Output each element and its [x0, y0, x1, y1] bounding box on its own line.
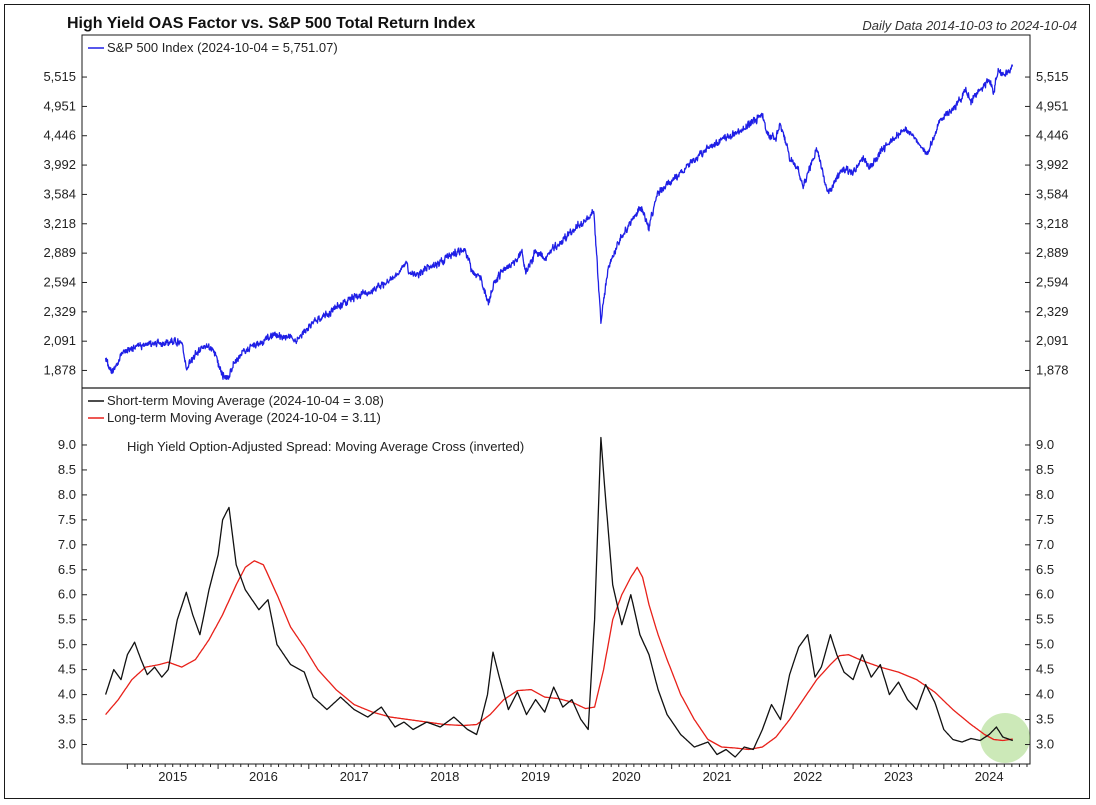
bottom-y-tick-label-left: 4.0	[58, 687, 76, 702]
x-tick-label: 2024	[975, 769, 1004, 784]
x-tick-label: 2015	[158, 769, 187, 784]
bottom-y-tick-label-left: 4.5	[58, 662, 76, 677]
bottom-y-tick-label-right: 8.5	[1036, 462, 1054, 477]
bottom-y-tick-label-right: 4.0	[1036, 687, 1054, 702]
top-y-tick-label-right: 3,218	[1036, 216, 1069, 231]
chart-title: High Yield OAS Factor vs. S&P 500 Total …	[67, 15, 476, 32]
plot-border	[81, 34, 1031, 765]
bottom-y-tick-label-left: 8.0	[58, 487, 76, 502]
bottom-panel-title: High Yield Option-Adjusted Spread: Movin…	[127, 439, 524, 454]
bottom-y-tick-label-left: 3.5	[58, 712, 76, 727]
bottom-y-tick-label-right: 6.5	[1036, 562, 1054, 577]
bottom-y-tick-label-right: 8.0	[1036, 487, 1054, 502]
bottom-y-tick-label-right: 4.5	[1036, 662, 1054, 677]
bottom-y-tick-label-left: 6.0	[58, 587, 76, 602]
top-legend: S&P 500 Index (2024-10-04 = 5,751.07)	[88, 40, 338, 55]
top-y-tick-label-right: 5,515	[1036, 69, 1069, 84]
bottom-legend: Short-term Moving Average (2024-10-04 = …	[88, 393, 384, 425]
sp500-line	[104, 64, 1014, 380]
top-y-tick-label-left: 5,515	[43, 69, 76, 84]
top-y-tick-label-left: 2,329	[43, 304, 76, 319]
top-y-tick-label-left: 2,594	[43, 274, 76, 289]
x-tick-label: 2016	[249, 769, 278, 784]
bottom-y-tick-label-right: 3.0	[1036, 737, 1054, 752]
top-y-tick-label-left: 2,091	[43, 333, 76, 348]
sp500-series-group	[104, 64, 1014, 380]
bottom-y-tick-label-right: 9.0	[1036, 437, 1054, 452]
top-y-tick-label-left: 3,218	[43, 216, 76, 231]
chart-subtitle: Daily Data 2014-10-03 to 2024-10-04	[862, 18, 1077, 33]
top-y-tick-label-right: 3,584	[1036, 186, 1069, 201]
top-y-tick-label-right: 2,091	[1036, 333, 1069, 348]
x-tick-label: 2017	[340, 769, 369, 784]
long-ma-legend-label: Long-term Moving Average (2024-10-04 = 3…	[107, 410, 381, 425]
top-y-tick-label-right: 3,992	[1036, 157, 1069, 172]
top-y-axis-left: 1,878 2,091 2,329 2,594 2,889 3,218 3,584 3,992…	[43, 69, 87, 377]
x-axis: 2015 2016 2017 2018 2019 2020 2021 2022 2023 2024	[126, 764, 1028, 784]
top-y-tick-label-right: 1,878	[1036, 362, 1069, 377]
short-ma-line	[104, 436, 1014, 758]
bottom-y-tick-label-right: 3.5	[1036, 712, 1054, 727]
bottom-y-tick-label-right: 5.0	[1036, 637, 1054, 652]
bottom-y-axis-right: 9.0 8.5 8.0 7.5 7.0 6.5 6.0 5.5 5.0 4.5 4.0 3.5 3.0	[1025, 437, 1054, 752]
bottom-y-axis-left: 9.0 8.5 8.0 7.5 7.0 6.5 6.0 5.5 5.0 4.5 4.0 3.5 3.0	[58, 437, 87, 752]
x-tick-label: 2019	[521, 769, 550, 784]
bottom-y-tick-label-right: 7.5	[1036, 512, 1054, 527]
bottom-y-tick-label-right: 5.5	[1036, 612, 1054, 627]
bottom-y-tick-label-left: 7.5	[58, 512, 76, 527]
top-y-tick-label-right: 2,594	[1036, 274, 1069, 289]
bottom-y-tick-label-right: 6.0	[1036, 587, 1054, 602]
top-y-tick-label-right: 2,889	[1036, 245, 1069, 260]
x-tick-label: 2023	[884, 769, 913, 784]
short-ma-legend-label: Short-term Moving Average (2024-10-04 = …	[107, 393, 384, 408]
spread-series-group	[104, 436, 1014, 758]
top-y-tick-label-right: 4,446	[1036, 128, 1069, 143]
bottom-y-tick-label-left: 6.5	[58, 562, 76, 577]
top-y-tick-label-left: 2,889	[43, 245, 76, 260]
top-y-axis-right: 1,878 2,091 2,329 2,594 2,889 3,218 3,584 3,992…	[1025, 69, 1069, 377]
chart-frame: High Yield OAS Factor vs. S&P 500 Total …	[4, 4, 1090, 799]
top-y-tick-label-right: 2,329	[1036, 304, 1069, 319]
bottom-y-tick-label-left: 9.0	[58, 437, 76, 452]
top-y-tick-label-left: 1,878	[43, 362, 76, 377]
top-y-tick-label-left: 3,992	[43, 157, 76, 172]
top-y-tick-label-left: 4,446	[43, 128, 76, 143]
top-y-tick-label-left: 3,584	[43, 186, 76, 201]
x-tick-label: 2021	[703, 769, 732, 784]
top-y-tick-label-right: 4,951	[1036, 98, 1069, 113]
x-tick-label: 2022	[793, 769, 822, 784]
bottom-y-tick-label-left: 7.0	[58, 537, 76, 552]
top-y-tick-label-left: 4,951	[43, 98, 76, 113]
x-tick-label: 2018	[430, 769, 459, 784]
x-tick-label: 2020	[612, 769, 641, 784]
bottom-y-tick-label-left: 3.0	[58, 737, 76, 752]
bottom-y-tick-label-left: 5.0	[58, 637, 76, 652]
long-ma-line	[105, 560, 1013, 751]
bottom-y-tick-label-right: 7.0	[1036, 537, 1054, 552]
sp500-legend-label: S&P 500 Index (2024-10-04 = 5,751.07)	[107, 40, 338, 55]
bottom-y-tick-label-left: 8.5	[58, 462, 76, 477]
bottom-y-tick-label-left: 5.5	[58, 612, 76, 627]
